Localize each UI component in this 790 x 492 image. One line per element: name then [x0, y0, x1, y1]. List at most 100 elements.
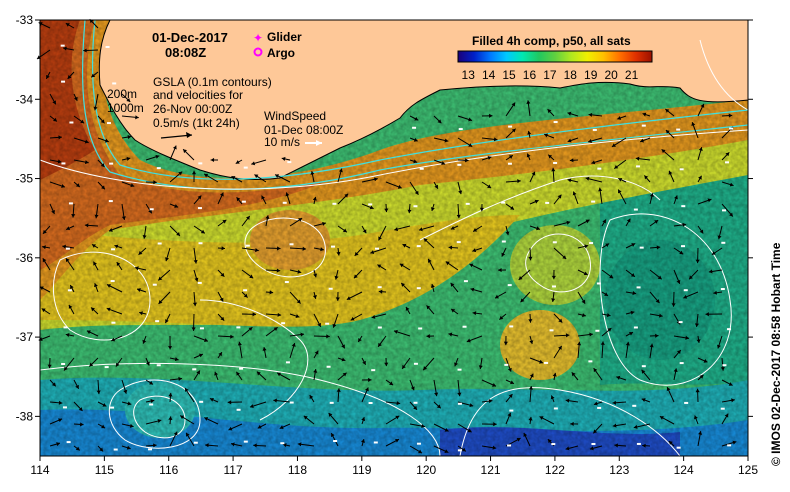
velocity-arrow-head: [362, 360, 366, 365]
wind-marker: [243, 289, 248, 292]
velocity-arrow-head: [80, 119, 85, 124]
velocity-arrow-head: [180, 415, 185, 420]
velocity-arrow-head: [434, 184, 438, 189]
wind-marker: [111, 321, 116, 324]
wind-marker: [729, 127, 734, 130]
velocity-arrow-head: [331, 433, 335, 438]
wind-marker: [720, 288, 725, 291]
x-tick-label: 125: [738, 463, 758, 477]
velocity-arrow-head: [414, 116, 419, 121]
wind-marker: [508, 125, 513, 128]
velocity-arrow-head: [606, 313, 611, 318]
velocity-arrow-head: [510, 205, 515, 210]
colorbar-tick-label: 16: [523, 68, 537, 82]
velocity-arrow-head: [378, 342, 382, 347]
wind-marker: [368, 402, 373, 405]
velocity-arrow-head: [589, 446, 594, 451]
velocity-arrow-head: [111, 337, 116, 342]
velocity-arrow-head: [550, 395, 555, 400]
velocity-arrow-head: [377, 264, 382, 269]
velocity-arrow-head: [682, 222, 687, 227]
velocity-arrow-head: [203, 338, 208, 342]
velocity-arrow-head: [338, 168, 343, 173]
velocity-arrow-head: [589, 332, 593, 337]
velocity-arrow-head: [507, 412, 512, 417]
velocity-arrow-head: [479, 207, 484, 212]
velocity-arrow-head: [261, 195, 266, 200]
velocity-arrow-head: [428, 258, 432, 263]
wind-marker: [457, 402, 462, 405]
velocity-arrow-head: [210, 157, 215, 163]
velocity-arrow-head: [342, 372, 347, 377]
velocity-arrow-head: [219, 192, 224, 197]
velocity-arrow-head: [487, 184, 492, 189]
velocity-arrow-head: [583, 271, 588, 276]
velocity-arrow-head: [374, 177, 378, 182]
wind-marker: [112, 82, 117, 85]
velocity-arrow-head: [346, 296, 351, 300]
velocity-arrow-head: [214, 371, 219, 376]
velocity-arrow-head: [625, 341, 630, 346]
colorbar-tick-label: 18: [564, 68, 578, 82]
wind-marker: [198, 162, 203, 165]
colorbar-tick-label: 20: [604, 68, 618, 82]
velocity-arrow-head: [566, 220, 571, 225]
velocity-arrow-head: [341, 344, 345, 349]
velocity-arrow-head: [336, 388, 341, 392]
wind-marker: [329, 401, 334, 404]
colorbar-tick-label: 21: [625, 68, 639, 82]
velocity-arrow-head: [508, 393, 513, 398]
velocity-arrow-head: [567, 111, 572, 116]
wind-marker: [245, 244, 250, 247]
wind-marker: [549, 329, 554, 332]
wind-marker: [62, 406, 67, 409]
velocity-arrow-head: [551, 275, 556, 280]
velocity-arrow-head: [205, 443, 209, 448]
velocity-arrow-head: [257, 424, 262, 429]
velocity-arrow-head: [193, 259, 198, 264]
wind-marker: [507, 284, 512, 287]
svg-text:10 m/s: 10 m/s: [264, 135, 300, 149]
velocity-arrow-head: [711, 251, 716, 255]
velocity-arrow-head: [631, 243, 636, 247]
velocity-arrow-head: [204, 173, 209, 178]
velocity-arrow-head: [106, 284, 111, 288]
velocity-arrow-head: [414, 190, 419, 195]
velocity-arrow-head: [600, 341, 605, 345]
velocity-arrow-head: [84, 223, 89, 228]
velocity-arrow-head: [526, 153, 531, 158]
velocity-arrow-head: [326, 334, 330, 339]
velocity-arrow-head: [520, 298, 525, 303]
velocity-arrow-head: [492, 445, 497, 450]
wind-marker: [596, 282, 601, 285]
wind-marker: [592, 128, 597, 131]
velocity-arrow-head: [73, 96, 78, 101]
velocity-arrow-head: [516, 437, 521, 442]
velocity-arrow-head: [353, 274, 358, 279]
velocity-arrow-head: [100, 119, 105, 124]
velocity-arrow-head: [731, 398, 735, 403]
velocity-arrow-head: [630, 273, 635, 277]
colorbar-bar: [457, 50, 653, 63]
velocity-arrow-head: [361, 417, 366, 422]
svg-text:GSLA (0.1m contours): GSLA (0.1m contours): [153, 75, 272, 89]
wind-marker: [236, 408, 241, 411]
velocity-arrow-head: [221, 246, 226, 251]
wind-marker: [595, 329, 600, 332]
velocity-arrow-head: [612, 423, 617, 428]
velocity-arrow-head: [148, 209, 152, 214]
velocity-arrow-head: [158, 276, 163, 281]
velocity-arrow-head: [197, 195, 202, 200]
velocity-arrow-head: [126, 445, 131, 450]
velocity-arrow-head: [173, 431, 178, 436]
velocity-arrow-head: [467, 428, 472, 433]
velocity-arrow-head: [101, 424, 106, 429]
velocity-arrow-head: [200, 229, 205, 234]
velocity-arrow-head: [116, 262, 121, 267]
velocity-arrow-head: [174, 204, 179, 208]
velocity-arrow-head: [487, 156, 492, 160]
velocity-arrow-head: [291, 342, 296, 347]
velocity-arrow-head: [358, 337, 362, 342]
wind-marker: [61, 363, 66, 366]
velocity-arrow-head: [252, 312, 257, 317]
